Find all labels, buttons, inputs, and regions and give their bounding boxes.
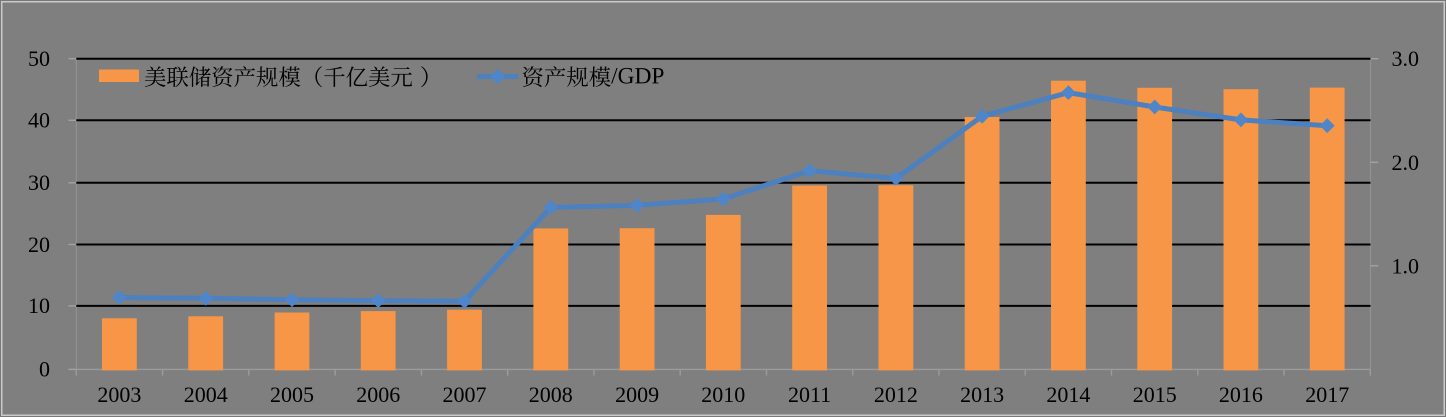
svg-text:2015: 2015: [1133, 382, 1177, 407]
svg-text:2012: 2012: [874, 382, 918, 407]
svg-text:2004: 2004: [184, 382, 228, 407]
svg-text:50: 50: [28, 46, 50, 71]
svg-text:10: 10: [28, 293, 50, 318]
svg-text:1.0: 1.0: [1392, 253, 1420, 278]
svg-text:2013: 2013: [960, 382, 1004, 407]
svg-text:2016: 2016: [1219, 382, 1263, 407]
svg-text:2009: 2009: [615, 382, 659, 407]
svg-text:2014: 2014: [1046, 382, 1090, 407]
svg-text:3.0: 3.0: [1392, 46, 1420, 71]
svg-text:2011: 2011: [788, 382, 831, 407]
svg-text:2008: 2008: [529, 382, 573, 407]
svg-text:30: 30: [28, 170, 50, 195]
svg-text:2017: 2017: [1305, 382, 1349, 407]
svg-text:20: 20: [28, 232, 50, 257]
svg-text:2007: 2007: [443, 382, 487, 407]
svg-text:2010: 2010: [701, 382, 745, 407]
svg-text:2003: 2003: [97, 382, 141, 407]
svg-text:40: 40: [28, 108, 50, 133]
svg-text:2.0: 2.0: [1392, 150, 1420, 175]
svg-text:0: 0: [39, 357, 50, 382]
svg-text:2006: 2006: [356, 382, 400, 407]
svg-text:2005: 2005: [270, 382, 314, 407]
